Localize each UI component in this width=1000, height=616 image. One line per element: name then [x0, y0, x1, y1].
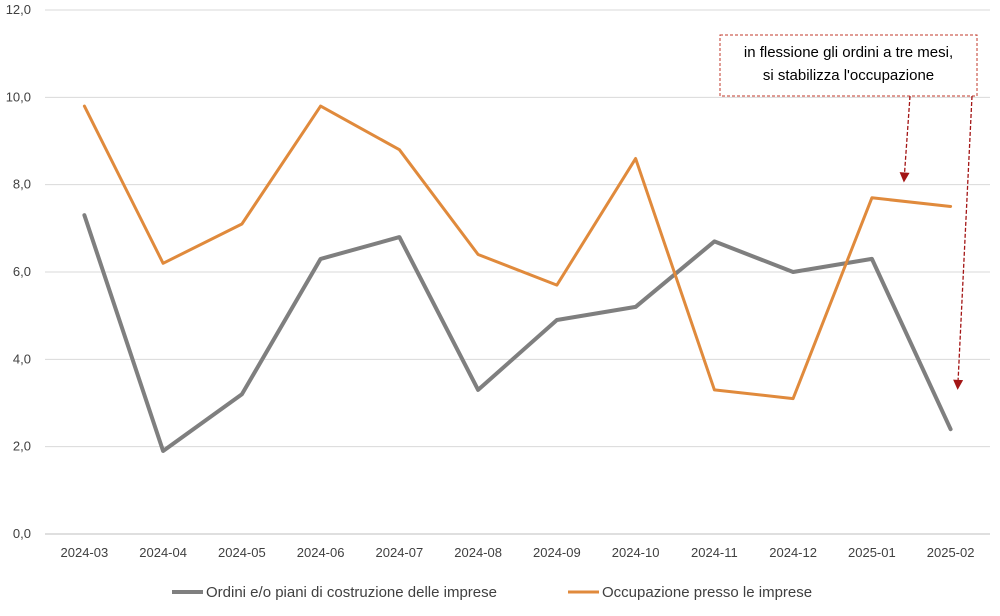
x-tick-label: 2024-03 — [61, 545, 109, 560]
y-tick-label: 4,0 — [13, 351, 31, 366]
annotation-arrow-line — [957, 95, 973, 380]
x-tick-label: 2024-04 — [139, 545, 187, 560]
annotation: in flessione gli ordini a tre mesi, si s… — [719, 34, 978, 390]
legend-label-ordini: Ordini e/o piani di costruzione delle im… — [206, 584, 497, 601]
legend-label-occupazione: Occupazione presso le imprese — [602, 584, 812, 601]
x-tick-label: 2024-05 — [218, 545, 266, 560]
legend: Ordini e/o piani di costruzione delle im… — [172, 584, 812, 601]
series-line-occupazione — [82, 104, 953, 401]
annotation-box — [719, 34, 978, 97]
x-tick-label: 2024-07 — [376, 545, 424, 560]
annotation-line-1: in flessione gli ordini a tre mesi, — [744, 44, 953, 61]
annotation-arrow-line — [903, 95, 911, 173]
y-tick-label: 2,0 — [13, 439, 31, 454]
x-tick-label: 2024-08 — [454, 545, 502, 560]
annotation-line-2: si stabilizza l'occupazione — [763, 67, 934, 84]
y-tick-label: 10,0 — [6, 89, 31, 104]
x-tick-label: 2024-11 — [691, 545, 738, 560]
y-tick-label: 12,0 — [6, 2, 31, 17]
series-line-ordini — [82, 213, 953, 453]
y-axis-ticks: 0,0 2,0 4,0 6,0 8,0 10,0 12,0 — [6, 2, 31, 541]
x-tick-label: 2024-06 — [297, 545, 345, 560]
x-tick-label: 2024-09 — [533, 545, 581, 560]
y-tick-label: 8,0 — [13, 177, 31, 192]
gridlines — [45, 9, 990, 535]
x-tick-label: 2025-02 — [927, 545, 975, 560]
x-tick-label: 2024-10 — [612, 545, 660, 560]
x-tick-label: 2024-12 — [769, 545, 817, 560]
annotation-arrow-head — [899, 172, 910, 183]
y-tick-label: 0,0 — [13, 526, 31, 541]
y-tick-label: 6,0 — [13, 264, 31, 279]
series-lines — [82, 104, 953, 453]
annotation-arrow-head — [953, 379, 964, 390]
x-axis-ticks: 2024-03 2024-04 2024-05 2024-06 2024-07 2024-… — [61, 545, 975, 560]
x-tick-label: 2025-01 — [848, 545, 896, 560]
annotation-arrows — [899, 95, 973, 390]
